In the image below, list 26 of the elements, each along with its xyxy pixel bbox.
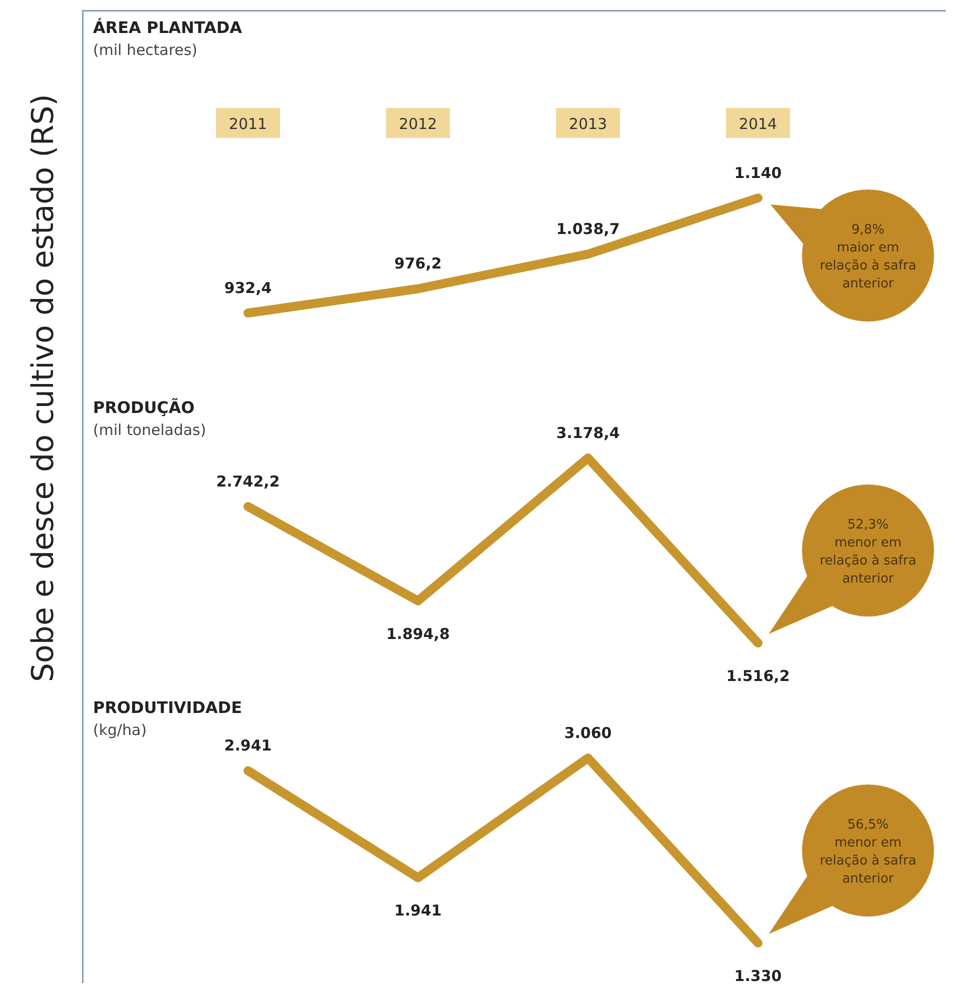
data-label: 1.894,8	[386, 624, 450, 643]
annotation: 9,8% maior em relação à safra anterior	[820, 222, 916, 292]
text: Sobe e desce do cultivo do estado (RS)	[26, 94, 61, 682]
data-label: 976,2	[394, 254, 442, 273]
data-label: 2.941	[224, 736, 272, 755]
data-label: 3.060	[564, 724, 612, 742]
annotation: 56,5% menor em relação à safra anterior	[820, 818, 916, 886]
data-label: 1.516,2	[726, 667, 790, 685]
chart-subtitle: (mil hectares)	[93, 41, 198, 59]
x-tick-label: 2014	[738, 115, 778, 133]
chart-subtitle: (kg/ha)	[93, 721, 147, 739]
data-label: 1.038,7	[556, 220, 620, 238]
chart-title: ÁREA PLANTADA	[93, 18, 243, 37]
chart-subtitle: (mil toneladas)	[93, 421, 206, 439]
data-label: 1.330	[734, 967, 782, 985]
data-label: 2.742,2	[216, 472, 280, 491]
annotation: 52,3% menor em relação à safra anterior	[820, 518, 916, 586]
x-tick-label: 2013	[568, 115, 608, 133]
data-label: 3.178,4	[556, 424, 620, 442]
data-label: 1.140	[734, 164, 782, 182]
x-tick-label: 2012	[398, 115, 438, 133]
data-label: 932,4	[224, 279, 272, 297]
data-label: 1.941	[394, 902, 442, 920]
x-tick-label: 2011	[228, 115, 268, 133]
chart-title: PRODUTIVIDADE	[93, 698, 242, 717]
chart-title: PRODUÇÃO	[93, 398, 195, 417]
